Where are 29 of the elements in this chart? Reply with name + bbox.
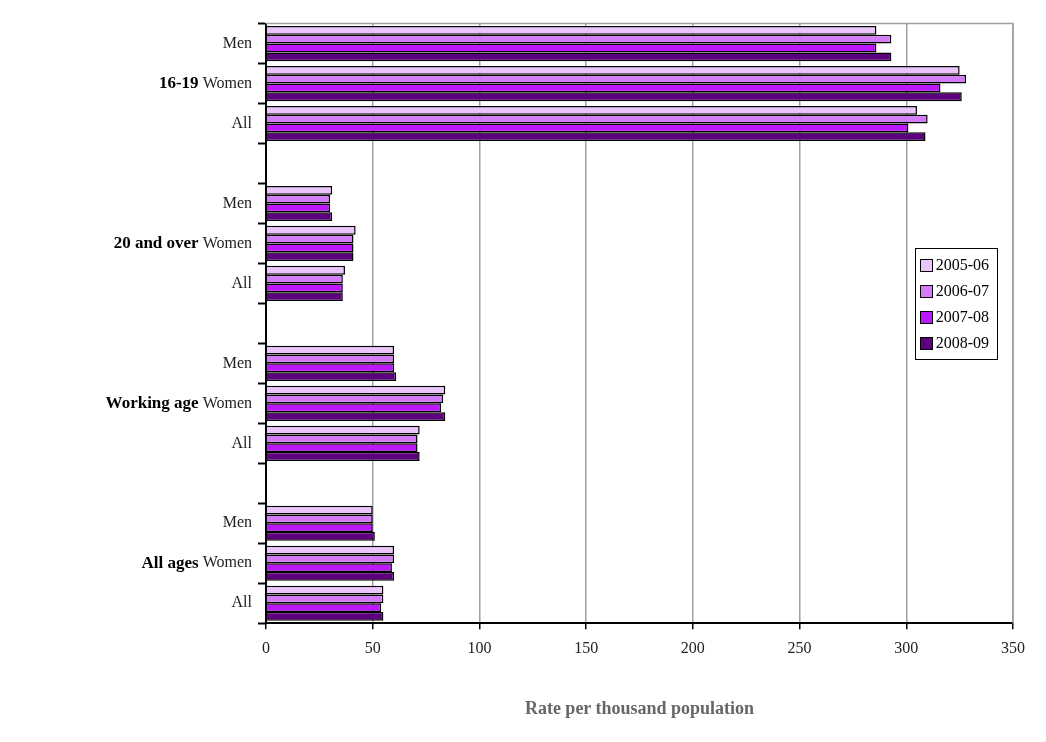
x-tick-label: 350 <box>1001 639 1025 656</box>
y-tick-label: Women <box>202 233 252 251</box>
y-tick-label: Men <box>222 193 252 211</box>
legend-label: 2006-07 <box>935 281 989 301</box>
x-tick-label: 0 <box>262 639 270 656</box>
text: Working age <box>105 392 200 412</box>
y-tick-label: All <box>231 593 253 611</box>
y-tick-label: Women <box>202 553 252 571</box>
y-tick-label: All <box>231 113 253 131</box>
x-tick-label: 200 <box>680 639 705 656</box>
x-axis-title: Rate per thousand population <box>524 697 755 718</box>
text: All ages <box>141 552 200 572</box>
y-tick-label: All <box>231 273 253 291</box>
y-tick-label: All <box>231 433 253 451</box>
y-tick-label: Men <box>222 353 252 371</box>
y-tick-label: Women <box>202 393 252 411</box>
y-tick-label: Women <box>202 73 252 91</box>
legend-label: 2007-08 <box>935 307 989 327</box>
x-tick-label: 100 <box>467 639 492 656</box>
x-tick-label: 50 <box>364 639 381 656</box>
text: 20 and over <box>113 232 200 252</box>
text: 16-19 <box>158 72 199 92</box>
y-tick-label: Men <box>222 33 252 51</box>
legend-label: 2008-09 <box>935 333 989 353</box>
x-tick-label: 300 <box>894 639 919 656</box>
x-tick-label: 150 <box>574 639 599 656</box>
legend-label: 2005-06 <box>935 255 989 275</box>
x-tick-label: 250 <box>787 639 812 656</box>
y-tick-label: Men <box>222 513 252 531</box>
